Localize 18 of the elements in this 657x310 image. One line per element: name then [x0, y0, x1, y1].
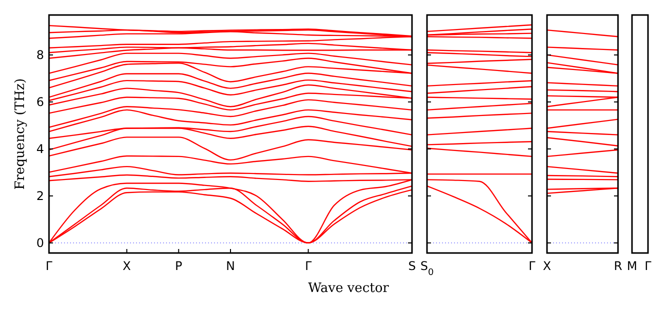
- x-tick-label: Γ: [528, 259, 536, 273]
- x-tick-label: R: [614, 259, 622, 273]
- x-tick-label: S$_{0}$: [420, 259, 434, 278]
- x-tick-label: S: [408, 259, 416, 273]
- y-tick-label: 4: [36, 142, 44, 156]
- y-axis-title: Frequency (THz): [13, 78, 28, 190]
- category-label: M: [626, 259, 638, 273]
- y-tick-label: 8: [36, 48, 44, 62]
- x-axis-title: Wave vector: [308, 281, 390, 296]
- x-tick-label: X: [122, 259, 131, 273]
- x-tick-label: X: [542, 259, 552, 273]
- y-tick-label: 6: [36, 95, 44, 110]
- x-tick-label: Γ: [46, 259, 53, 273]
- x-tick-label: N: [226, 259, 235, 273]
- y-tick-label: 2: [36, 189, 44, 204]
- x-tick-label: Γ: [304, 259, 312, 273]
- y-tick-label: 0: [36, 236, 44, 250]
- x-tick-label: P: [175, 259, 182, 273]
